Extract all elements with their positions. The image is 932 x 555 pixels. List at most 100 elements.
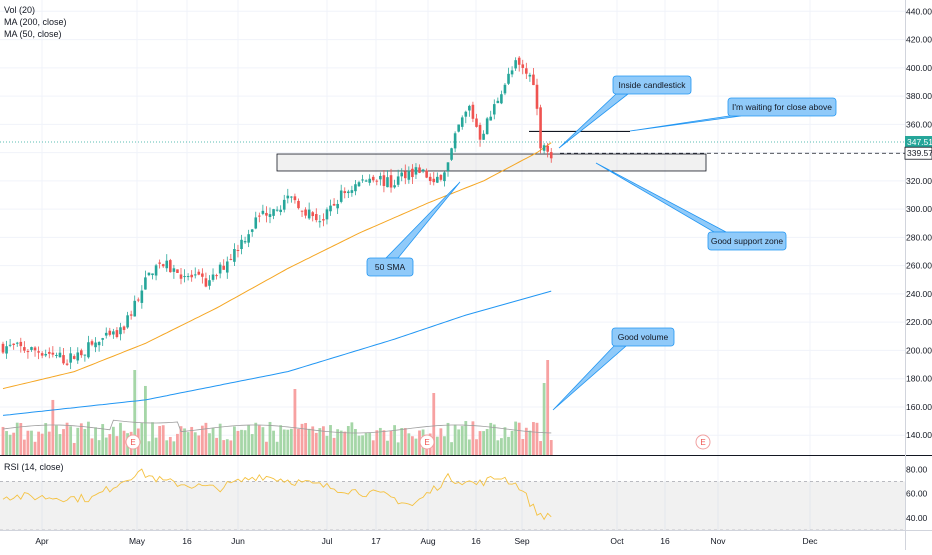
candle-body bbox=[347, 191, 350, 194]
volume-bar bbox=[179, 426, 183, 455]
candle-body bbox=[282, 199, 286, 210]
candle-body bbox=[243, 241, 247, 243]
time-tick-label: Aug bbox=[420, 536, 435, 546]
price-tick-label: 180.00 bbox=[906, 374, 932, 384]
candle-body bbox=[546, 145, 549, 152]
volume-bar bbox=[37, 431, 40, 455]
volume-bar bbox=[279, 425, 283, 455]
candle-body bbox=[30, 347, 33, 350]
candle-body bbox=[151, 273, 154, 276]
candle-body bbox=[525, 68, 528, 74]
volume-bar bbox=[275, 441, 279, 455]
volume-bar bbox=[225, 439, 229, 455]
time-tick-label: Jul bbox=[322, 536, 333, 546]
time-tick-label: May bbox=[129, 536, 146, 546]
candle-body bbox=[240, 239, 243, 250]
volume-bar bbox=[500, 438, 503, 455]
candle-body bbox=[407, 170, 411, 180]
level-price-tag bbox=[904, 146, 932, 160]
candle-body bbox=[236, 249, 240, 251]
volume-bar bbox=[386, 440, 389, 455]
candle-body bbox=[453, 133, 457, 149]
volume-bar bbox=[62, 429, 65, 455]
candle-body bbox=[62, 355, 65, 364]
candle-body bbox=[386, 177, 389, 188]
volume-bar bbox=[1, 426, 5, 455]
volume-bar bbox=[378, 427, 382, 455]
callout-pointer bbox=[558, 93, 630, 149]
candle-body bbox=[396, 176, 400, 185]
volume-bar bbox=[414, 438, 418, 455]
candle-body bbox=[510, 70, 514, 75]
volume-bar bbox=[343, 431, 347, 455]
volume-bar bbox=[339, 430, 343, 455]
volume-bar bbox=[101, 424, 105, 455]
candle-body bbox=[104, 332, 108, 336]
volume-bar bbox=[539, 441, 542, 455]
rsi-tick-label: 60.00 bbox=[906, 489, 928, 499]
candle-body bbox=[65, 363, 69, 365]
legend-vol: Vol (20) bbox=[4, 5, 36, 15]
callout-box bbox=[366, 257, 414, 277]
volume-bar bbox=[435, 436, 439, 455]
price-tick-label: 200.00 bbox=[906, 345, 932, 355]
volume-bar bbox=[218, 423, 222, 455]
earnings-marker bbox=[695, 434, 711, 450]
ma200-line bbox=[2, 290, 552, 416]
volume-bar bbox=[364, 432, 368, 455]
volume-bar bbox=[97, 440, 101, 455]
candle-body bbox=[350, 190, 354, 193]
last-price-tag bbox=[905, 135, 932, 148]
candle-body bbox=[229, 258, 233, 260]
candle-body bbox=[425, 170, 428, 178]
candle-body bbox=[436, 176, 439, 183]
volume-bar bbox=[140, 422, 144, 455]
candle-body bbox=[507, 73, 510, 84]
candle-body bbox=[261, 210, 265, 214]
candle-body bbox=[8, 344, 12, 346]
volume-bar bbox=[151, 422, 154, 455]
candle-body bbox=[40, 353, 44, 356]
earnings-marker-label: E bbox=[130, 438, 135, 447]
volume-bar bbox=[272, 430, 275, 455]
candle-body bbox=[90, 341, 94, 345]
volume-bar bbox=[22, 439, 26, 455]
volume-bar bbox=[265, 441, 268, 455]
volume-bar bbox=[12, 432, 16, 455]
time-tick-label: Jun bbox=[231, 536, 245, 546]
volume-bar bbox=[289, 428, 293, 455]
volume-bar bbox=[72, 442, 76, 455]
volume-bar bbox=[492, 424, 496, 455]
candle-body bbox=[286, 195, 290, 199]
time-tick-label: Apr bbox=[35, 536, 48, 546]
candle-body bbox=[15, 342, 19, 344]
volume-bar bbox=[371, 440, 375, 455]
price-tick-label: 420.00 bbox=[906, 35, 932, 45]
candle-body bbox=[275, 209, 279, 211]
volume-bar bbox=[215, 437, 218, 455]
candle-body bbox=[428, 176, 432, 182]
candle-body bbox=[421, 169, 425, 171]
volume-bar bbox=[190, 426, 194, 455]
price-tick-label: 380.00 bbox=[906, 91, 932, 101]
volume-bar bbox=[464, 421, 468, 455]
candle-body bbox=[517, 57, 521, 65]
candle-body bbox=[357, 182, 361, 187]
volume-bar bbox=[350, 422, 354, 455]
candle-body bbox=[265, 212, 268, 216]
volume-bar bbox=[44, 423, 48, 455]
candle-body bbox=[549, 152, 553, 159]
candle-body bbox=[94, 342, 97, 348]
volume-bar bbox=[403, 428, 407, 455]
candle-body bbox=[169, 260, 172, 273]
volume-bar bbox=[168, 437, 172, 455]
candle-body bbox=[325, 209, 329, 220]
candle-body bbox=[471, 104, 475, 119]
callout-label-support: Good support zone bbox=[711, 236, 784, 246]
volume-bar bbox=[507, 436, 510, 455]
candle-body bbox=[12, 343, 15, 345]
candle-body bbox=[460, 117, 464, 127]
volume-bar bbox=[286, 429, 290, 455]
